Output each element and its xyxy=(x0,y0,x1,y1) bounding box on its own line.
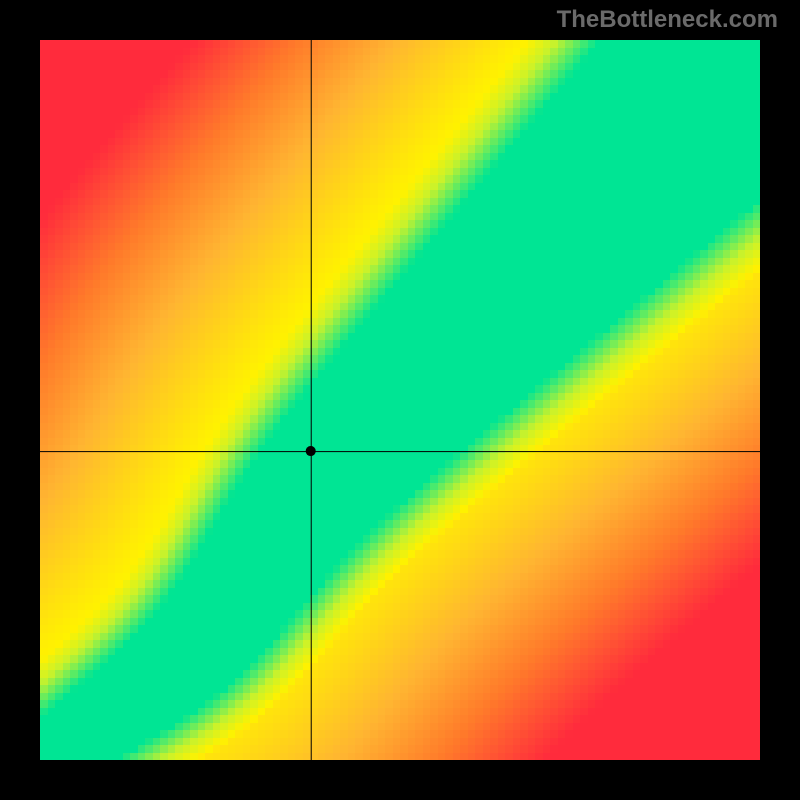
chart-container: { "canvas": { "width": 800, "height": 80… xyxy=(0,0,800,800)
heatmap-canvas xyxy=(40,40,760,760)
watermark-text: TheBottleneck.com xyxy=(557,6,778,34)
